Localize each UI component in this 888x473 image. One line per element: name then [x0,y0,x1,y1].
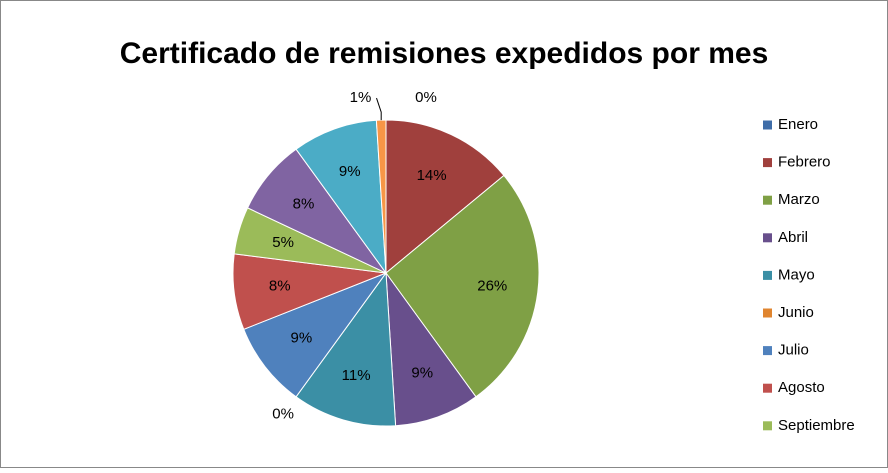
legend-swatch [763,195,772,205]
pie-slice [385,119,505,275]
legend-swatch [763,308,772,318]
pie-slice [385,271,477,427]
pie-slice [295,119,387,275]
data-label: 5% [272,234,294,251]
data-label: 1% [350,89,372,106]
legend-label: Mayo [778,266,815,283]
pie-slice [295,271,397,427]
legend-label: Enero [778,116,818,133]
legend-swatch [763,421,772,431]
pie-slice [243,271,388,398]
data-label: 0% [415,89,437,106]
leader-line [376,97,382,121]
legend-label: Marzo [778,191,820,208]
data-label: 8% [293,196,315,213]
legend-label: Septiembre [778,417,855,434]
pie-slice [375,119,387,274]
data-label: 14% [417,167,447,184]
legend-label: Julio [778,342,809,359]
data-label: 11% [342,367,371,384]
chart-title: Certificado de remisiones expedidos por … [120,37,769,70]
legend-label: Febrero [778,154,831,171]
legend-label: Abril [778,229,808,246]
data-label: 9% [291,330,313,347]
data-label: 26% [477,277,507,294]
legend-swatch [763,383,772,393]
legend-swatch [763,233,772,243]
legend-swatch [763,346,772,356]
legend-label: Agosto [778,379,825,396]
pie-slice [385,174,540,398]
data-label: 9% [339,163,361,180]
legend-label: Junio [778,304,814,321]
data-label: 0% [272,406,294,423]
data-label: 9% [411,365,433,382]
data-label: 8% [269,277,291,294]
legend-swatch [763,270,772,280]
legend-swatch [763,120,772,130]
legend-swatch [763,158,772,168]
